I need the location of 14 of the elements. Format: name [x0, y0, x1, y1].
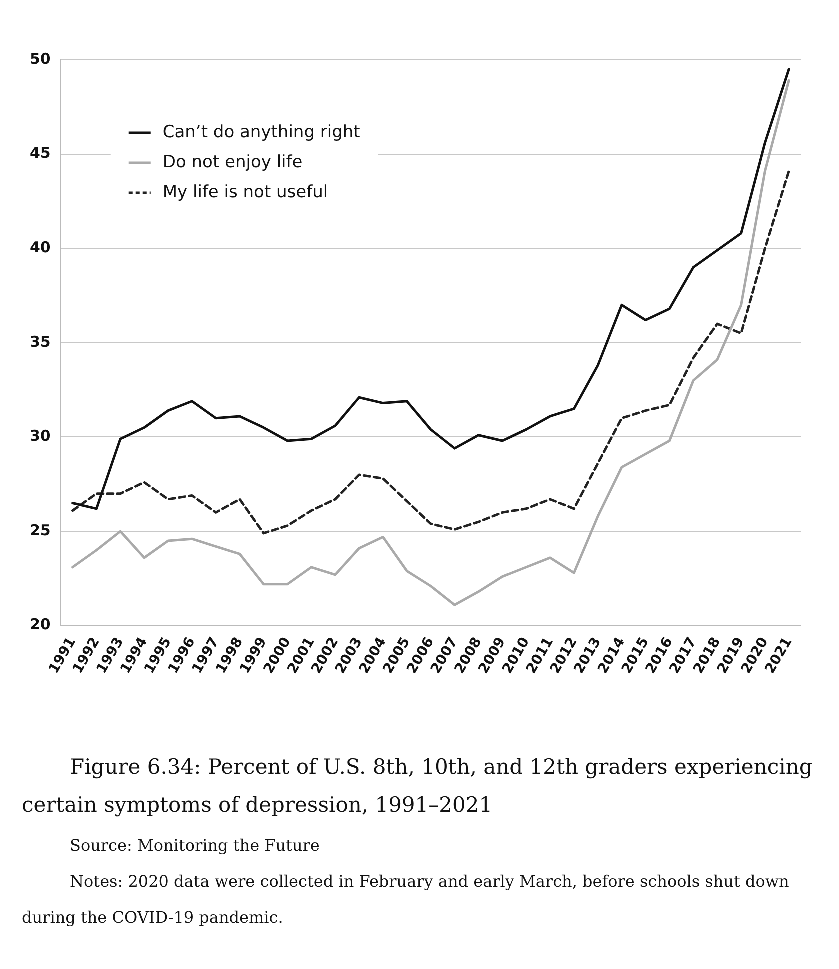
line-series — [72, 170, 790, 535]
y-tick-label: 45 — [30, 144, 51, 162]
legend-label: Do not enjoy life — [162, 152, 303, 172]
legend-label: My life is not useful — [162, 182, 328, 202]
legend-label: Can’t do anything right — [162, 122, 361, 142]
y-tick-label: 30 — [30, 427, 51, 446]
y-tick-label: 20 — [30, 616, 51, 634]
y-tick-label: 25 — [30, 521, 51, 540]
source-note: Source: Monitoring the Future — [69, 835, 321, 857]
text: Figure 6.34: Percent of U.S. 8th, 10th, and 12th graders experiencing certain symptoms of depression, 1991–2021 — [22, 754, 814, 819]
text: Notes: 2020 data were collected in February and early March, before schools shut down during the COVID-19 pandemic. — [22, 871, 790, 929]
y-tick-label: 50 — [30, 50, 51, 68]
y-tick-label: 35 — [30, 332, 51, 351]
y-tick-label: 40 — [30, 238, 51, 257]
